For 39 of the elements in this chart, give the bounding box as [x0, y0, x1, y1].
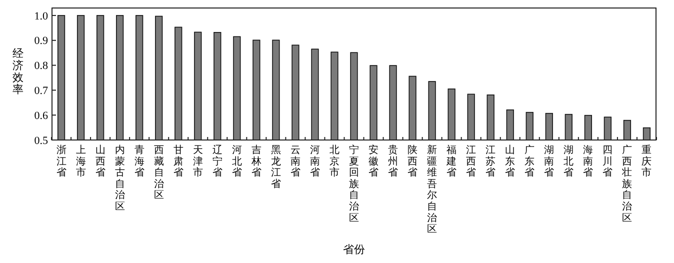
x-tick-label: 湖南省: [544, 144, 554, 179]
x-tick-label: 新疆维吾尔自治区: [427, 144, 438, 236]
x-tick-label: 江苏省: [486, 144, 496, 179]
y-tick-label: 0.8: [34, 60, 48, 72]
x-tick-label: 江西省: [466, 144, 476, 179]
x-tick-label: 贵州省: [388, 144, 398, 179]
x-tick-label: 宁夏回族自治区: [349, 144, 359, 224]
x-tick-label: 山东省: [505, 144, 516, 179]
x-tick-label: 内蒙古自治区: [114, 144, 125, 212]
x-tick-label: 四川省: [602, 145, 613, 179]
x-tick-label: 重庆市: [642, 144, 652, 179]
y-tick-label: 0.6: [34, 110, 48, 122]
x-tick-label: 安徽省: [368, 144, 379, 179]
x-axis-title: 省份: [343, 243, 365, 256]
x-tick-label: 吉林省: [250, 144, 262, 179]
x-tick-label: 海南省: [583, 144, 594, 179]
x-tick-label: 浙江省: [56, 144, 66, 179]
x-tick-label: 福建省: [446, 144, 457, 179]
y-tick-label: 0.7: [34, 85, 48, 98]
x-tick-label: 湖北省: [564, 144, 574, 179]
x-tick-label: 河南省: [310, 144, 320, 179]
x-tick-label: 上海市: [76, 144, 86, 179]
x-tick-label: 青海省: [134, 144, 144, 179]
x-tick-label: 广东省: [524, 144, 535, 179]
x-tick-label: 辽宁省: [212, 144, 222, 179]
x-tick-label: 云南省: [290, 145, 300, 179]
x-tick-label: 甘肃省: [173, 144, 184, 179]
x-tick-label: 陕西省: [408, 144, 418, 179]
x-tick-label: 广西壮族自治区: [621, 144, 632, 224]
x-tick-label: 河北省: [232, 144, 242, 179]
x-tick-label: 黑龙江省: [270, 145, 281, 190]
y-tick-label: 0.5: [34, 134, 48, 147]
y-tick-label: 1.0: [34, 10, 48, 22]
y-tick-label: 0.9: [34, 35, 48, 48]
x-tick-label: 北京市: [329, 144, 340, 179]
x-tick-label: 西藏自治区: [154, 145, 164, 202]
x-tick-label: 山西省: [95, 144, 106, 179]
y-axis-title: 经济效率: [12, 47, 24, 96]
x-tick-label: 天津市: [192, 145, 203, 179]
